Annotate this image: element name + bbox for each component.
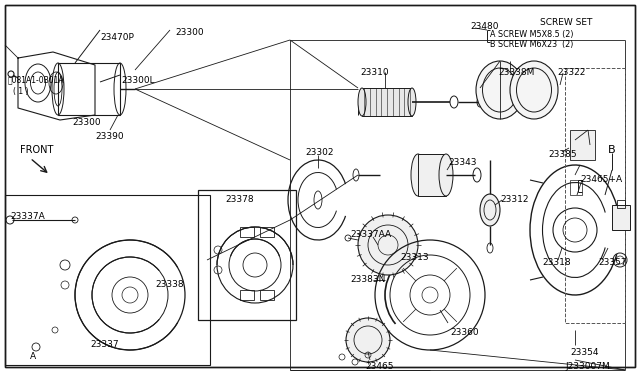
Bar [198,190,296,320]
Text: FRONT: FRONT [20,145,53,155]
Circle shape [346,318,390,362]
Bar [362,88,412,116]
Bar [260,227,274,237]
Text: 23300: 23300 [72,118,100,127]
Text: 23312: 23312 [500,195,529,204]
Circle shape [358,215,418,275]
Ellipse shape [476,61,524,119]
Bar [5,195,210,365]
Text: 23343: 23343 [448,158,477,167]
Ellipse shape [411,154,425,196]
Text: 23360: 23360 [450,328,479,337]
Text: 23337: 23337 [90,340,118,349]
Bar [612,205,630,230]
Text: 23337A: 23337A [10,212,45,221]
Text: 23378: 23378 [225,195,253,204]
Bar [570,180,582,195]
Text: 23318: 23318 [542,258,571,267]
Bar [565,68,625,323]
Text: 23465+A: 23465+A [580,175,622,184]
Text: Ⓑ081A1-0B01A: Ⓑ081A1-0B01A [8,75,65,84]
Text: ( 1 ): ( 1 ) [13,87,29,96]
Text: 23383N: 23383N [350,275,385,284]
Text: 23338M: 23338M [498,68,534,77]
Text: 23465: 23465 [365,362,394,371]
Text: SCREW SET: SCREW SET [540,18,593,27]
Text: 23300L: 23300L [121,76,155,85]
Text: 23337AA: 23337AA [350,230,391,239]
Text: B: B [608,145,616,155]
Ellipse shape [480,194,500,226]
Bar [260,290,274,300]
Text: 23322: 23322 [557,68,586,77]
Text: 23357: 23357 [598,258,627,267]
Ellipse shape [358,88,366,116]
Ellipse shape [510,61,558,119]
Text: B SCREW M6X23  (2): B SCREW M6X23 (2) [490,40,573,49]
Text: 23338: 23338 [155,280,184,289]
Text: 23354: 23354 [570,348,598,357]
Ellipse shape [408,88,416,116]
Text: 23480: 23480 [470,22,499,31]
Text: 23300: 23300 [175,28,204,37]
Text: A SCREW M5X8.5 (2): A SCREW M5X8.5 (2) [490,30,573,39]
Text: 23310: 23310 [360,68,388,77]
Text: 23313: 23313 [400,253,429,262]
Bar [418,154,446,196]
Ellipse shape [439,154,453,196]
Text: 23470P: 23470P [100,33,134,42]
Text: 23302: 23302 [305,148,333,157]
Text: A: A [30,352,36,361]
Text: 23390: 23390 [95,132,124,141]
Bar [240,290,254,300]
Bar [570,130,595,160]
Bar [240,227,254,237]
Bar [617,200,625,208]
Bar [58,63,120,115]
Text: 23385: 23385 [548,150,577,159]
Text: J233007M: J233007M [565,362,610,371]
